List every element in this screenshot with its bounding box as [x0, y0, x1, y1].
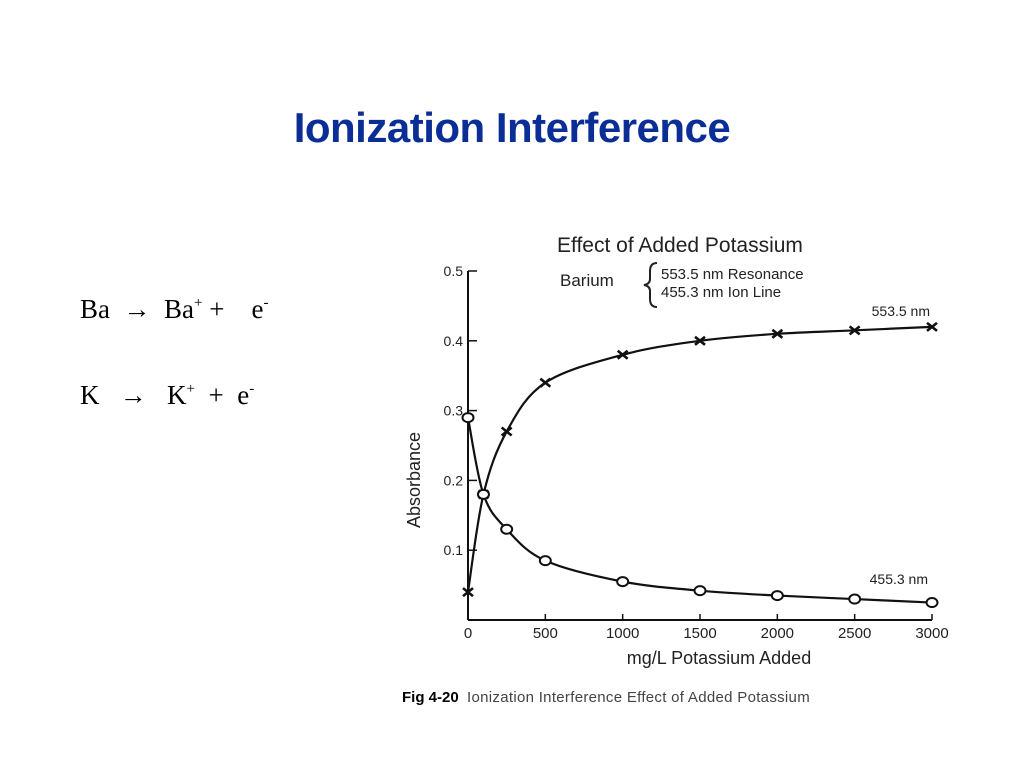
data-point-o-455-3-nm: [461, 412, 475, 424]
potassium-ionization-equation: K → K+ + e-: [80, 380, 254, 411]
series-line-553-5-nm: [466, 325, 933, 593]
data-point-x-553-5-nm: [500, 426, 513, 437]
x-axis-label: mg/L Potassium Added: [627, 648, 811, 668]
x-tick-label: 2500: [838, 625, 871, 642]
eq1-lhs: Ba: [80, 294, 110, 324]
eq1-plus: +: [209, 294, 225, 324]
absorbance-chart: Effect of Added Potassium Barium 553.5 n…: [404, 234, 949, 668]
series-label-553-5-nm: 553.5 nm: [872, 303, 930, 319]
data-point-x-553-5-nm: [539, 377, 552, 388]
x-tick-label: 1500: [683, 625, 716, 642]
x-tick-label: 500: [533, 625, 558, 642]
legend-element-label: Barium: [560, 271, 614, 290]
plot-area: 0.1 0.2 0.3 0.4 0.5 0 500 1000 1500 2000 2500 3000 5…: [444, 263, 949, 642]
x-marker-stroke: [771, 328, 784, 339]
legend-line-553: 553.5 nm Resonance: [661, 266, 804, 283]
series-line-455-3-nm: [466, 417, 933, 604]
eq2-electron-charge: -: [249, 381, 255, 397]
x-marker-stroke: [539, 377, 552, 388]
data-point-x-553-5-nm: [694, 335, 706, 346]
eq2-ion-charge: +: [186, 381, 195, 397]
series-label-455-3-nm: 455.3 nm: [870, 571, 928, 587]
y-tick-label: 0.2: [444, 472, 464, 488]
x-tick-label: 0: [464, 625, 472, 642]
x-marker-stroke: [462, 587, 474, 598]
data-point-o-455-3-nm: [538, 555, 552, 567]
eq1-arrow: →: [123, 294, 151, 324]
x-tick-label: 2000: [761, 625, 794, 642]
eq1-ion: Ba: [164, 294, 194, 324]
data-point-o-455-3-nm: [848, 593, 862, 605]
data-point-o-455-3-nm: [925, 597, 939, 609]
eq2-electron: e: [237, 380, 250, 410]
data-point-x-553-5-nm: [462, 587, 474, 598]
data-point-x-553-5-nm: [848, 325, 861, 336]
x-marker-stroke: [848, 325, 861, 336]
eq1-electron: e: [251, 294, 264, 324]
x-marker-stroke: [500, 426, 513, 437]
data-point-x-553-5-nm: [771, 328, 784, 339]
caption-figure-number: Fig 4-20: [402, 689, 459, 706]
y-tick-label: 0.3: [444, 403, 464, 419]
x-marker-stroke: [616, 349, 629, 360]
data-point-o-455-3-nm: [476, 488, 490, 500]
chart-title: Effect of Added Potassium: [557, 234, 803, 257]
eq2-lhs: K: [80, 380, 100, 410]
legend-brace: [643, 262, 658, 308]
data-point-x-553-5-nm: [926, 321, 938, 332]
data-point-o-455-3-nm: [693, 585, 707, 597]
y-tick-label: 0.4: [444, 333, 464, 349]
x-tick-label: 3000: [915, 625, 948, 642]
y-tick-label: 0.1: [444, 542, 464, 558]
y-tick-label: 0.5: [444, 263, 464, 279]
eq2-ion: K: [167, 380, 187, 410]
x-marker-stroke: [926, 321, 938, 332]
data-point-o-455-3-nm: [616, 576, 630, 588]
x-marker-stroke: [694, 335, 706, 346]
slide-title: Ionization Interference: [293, 104, 731, 151]
x-tick-label: 1000: [606, 625, 639, 642]
data-point-o-455-3-nm: [500, 523, 514, 535]
eq1-ion-charge: +: [194, 295, 203, 311]
caption-text: Ionization Interference Effect of Added …: [467, 689, 810, 706]
data-point-o-455-3-nm: [770, 590, 784, 602]
figure-caption: Fig 4-20 Ionization Interference Effect …: [402, 689, 810, 706]
y-axis-label: Absorbance: [404, 432, 424, 528]
eq2-plus: +: [208, 380, 224, 410]
legend-line-455: 455.3 nm Ion Line: [661, 284, 781, 301]
eq1-electron-charge: -: [263, 295, 269, 311]
eq2-arrow: →: [119, 380, 147, 410]
barium-ionization-equation: Ba → Ba+ + e-: [80, 294, 268, 325]
data-point-x-553-5-nm: [616, 349, 629, 360]
